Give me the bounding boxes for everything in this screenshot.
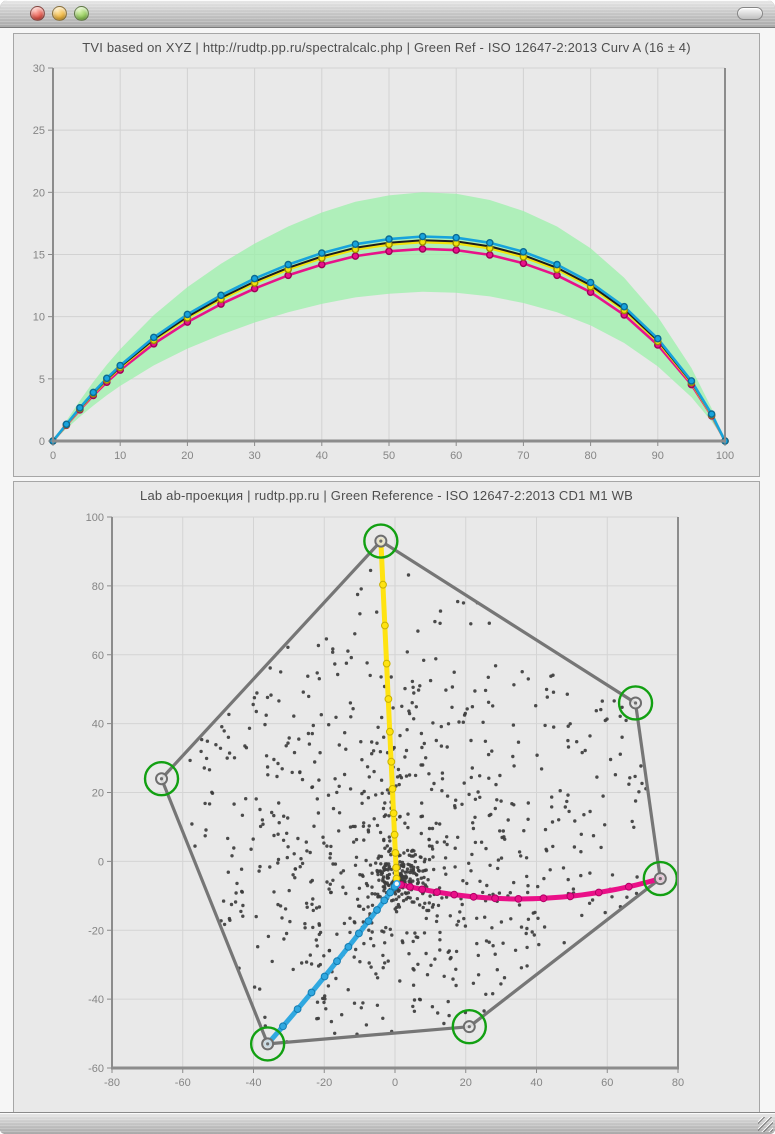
window-content: TVI based on XYZ | http://rudtp.pp.ru/sp… <box>0 28 775 1113</box>
svg-text:25: 25 <box>33 125 45 137</box>
bottom-bar <box>0 1112 775 1134</box>
svg-text:5: 5 <box>39 374 45 386</box>
svg-text:60: 60 <box>450 450 462 462</box>
svg-text:20: 20 <box>460 1077 472 1089</box>
titlebar[interactable] <box>0 0 775 28</box>
svg-text:40: 40 <box>92 719 104 731</box>
svg-text:20: 20 <box>181 450 193 462</box>
resize-grip[interactable] <box>758 1117 773 1132</box>
svg-text:30: 30 <box>33 63 45 75</box>
svg-text:-20: -20 <box>316 1077 332 1089</box>
svg-text:60: 60 <box>92 650 104 662</box>
svg-text:30: 30 <box>248 450 260 462</box>
svg-text:-40: -40 <box>246 1077 262 1089</box>
close-button[interactable] <box>30 6 45 21</box>
svg-text:100: 100 <box>86 512 104 524</box>
tvi-chart-panel: TVI based on XYZ | http://rudtp.pp.ru/sp… <box>13 33 760 477</box>
svg-text:-80: -80 <box>104 1077 120 1089</box>
svg-text:0: 0 <box>98 856 104 868</box>
svg-text:0: 0 <box>50 450 56 462</box>
svg-text:20: 20 <box>33 187 45 199</box>
zoom-button[interactable] <box>74 6 89 21</box>
tvi-chart-title: TVI based on XYZ | http://rudtp.pp.ru/sp… <box>82 40 691 55</box>
tvi-chart-canvas: 0 10 20 30 40 50 60 70 80 90 100 0 5 10 15 20 25 30 <box>33 63 734 462</box>
svg-text:90: 90 <box>652 450 664 462</box>
svg-text:-60: -60 <box>88 1063 104 1075</box>
svg-text:80: 80 <box>92 581 104 593</box>
lab-ab-chart-canvas: -80 -60 -40 -20 0 20 40 60 80-60-40-200204060801… <box>86 512 684 1089</box>
lab-ab-chart-title: Lab ab-проекция | rudtp.pp.ru | Green Re… <box>140 488 633 503</box>
svg-text:80: 80 <box>584 450 596 462</box>
svg-text:40: 40 <box>530 1077 542 1089</box>
svg-text:0: 0 <box>392 1077 398 1089</box>
svg-text:-20: -20 <box>88 925 104 937</box>
svg-text:20: 20 <box>92 788 104 800</box>
svg-text:70: 70 <box>517 450 529 462</box>
toolbar-pill-button[interactable] <box>737 7 763 20</box>
minimize-button[interactable] <box>52 6 67 21</box>
svg-text:15: 15 <box>33 250 45 262</box>
svg-text:10: 10 <box>33 312 45 324</box>
svg-text:-60: -60 <box>175 1077 191 1089</box>
svg-text:50: 50 <box>383 450 395 462</box>
svg-text:-40: -40 <box>88 994 104 1006</box>
svg-text:0: 0 <box>39 436 45 448</box>
svg-text:40: 40 <box>316 450 328 462</box>
svg-text:100: 100 <box>716 450 734 462</box>
svg-text:10: 10 <box>114 450 126 462</box>
svg-text:60: 60 <box>601 1077 613 1089</box>
lab-ab-chart-panel: Lab ab-проекция | rudtp.pp.ru | Green Re… <box>13 481 760 1113</box>
svg-text:80: 80 <box>672 1077 684 1089</box>
